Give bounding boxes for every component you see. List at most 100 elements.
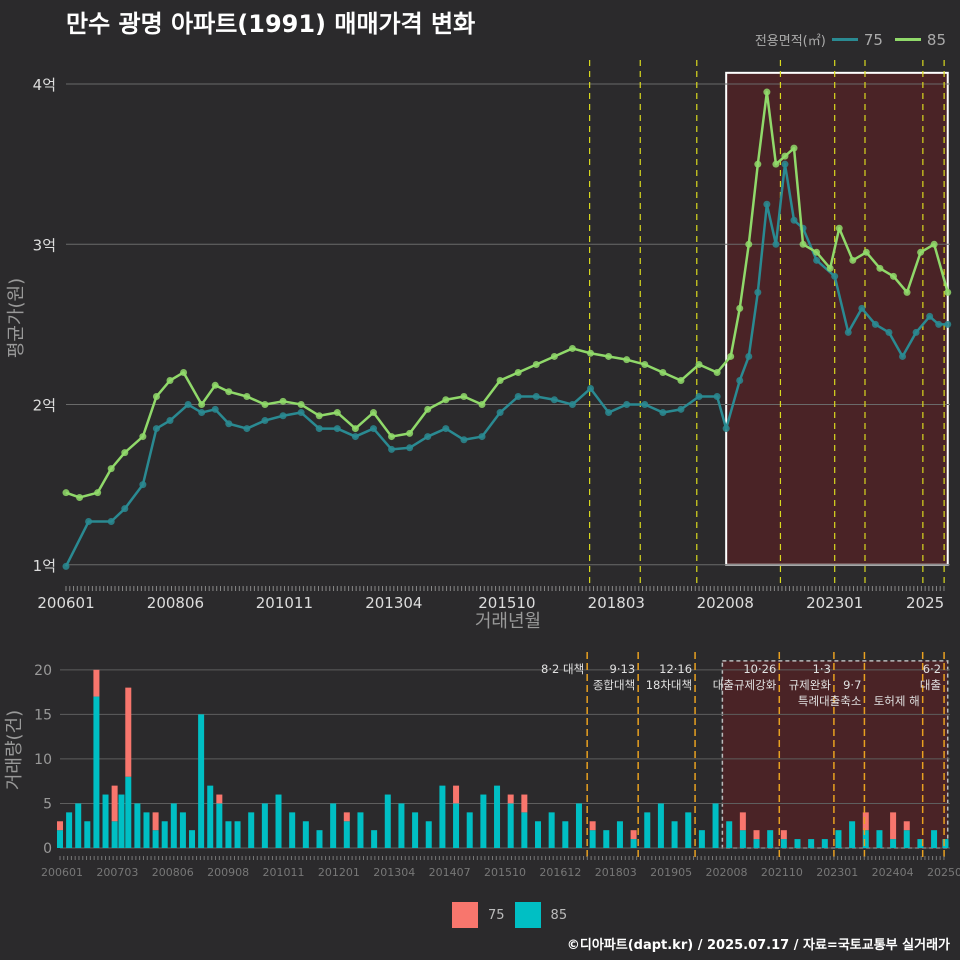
data-point-75 [745, 352, 753, 360]
highlight-box [725, 71, 949, 566]
data-point-85 [799, 240, 807, 248]
data-point-85 [550, 352, 558, 360]
volume-bar-85 [143, 812, 150, 848]
x-tick-label-volume: 202110 [761, 866, 803, 879]
x-tick-label-volume: 200601 [41, 866, 83, 879]
volume-bar-85 [102, 794, 109, 848]
volume-bar-85 [821, 839, 828, 848]
data-point-85 [605, 352, 613, 360]
x-tick-label: 2025 [906, 594, 944, 612]
volume-bar-85 [207, 785, 214, 848]
data-point-75 [899, 352, 907, 360]
volume-bar-85 [616, 821, 623, 848]
chart-title: 만수 광명 아파트(1991) 매매가격 변화 [66, 10, 476, 38]
data-point-75 [790, 216, 798, 224]
data-point-75 [279, 412, 287, 420]
data-point-75 [225, 420, 233, 428]
data-point-75 [623, 401, 631, 409]
x-tick-label-volume: 202506 [927, 866, 960, 879]
data-point-75 [514, 393, 522, 401]
data-point-75 [659, 409, 667, 417]
volume-bar-85 [84, 821, 91, 848]
volume-bar-85 [808, 839, 815, 848]
y-tick-label-volume: 0 [43, 841, 52, 857]
volume-bar-85 [575, 803, 582, 848]
volume-bar-75 [152, 812, 159, 831]
volume-bar-85 [118, 794, 125, 848]
volume-bar-75 [862, 812, 869, 831]
x-tick-label-volume: 202008 [706, 866, 748, 879]
data-point-75 [211, 405, 219, 413]
data-point-85 [790, 144, 798, 152]
volume-bar-85 [248, 812, 255, 848]
volume-bar-85 [225, 821, 232, 848]
data-point-75 [152, 425, 160, 433]
data-point-75 [406, 444, 414, 452]
data-point-85 [587, 349, 595, 357]
volume-bar-85 [125, 776, 132, 848]
volume-bar-85 [134, 803, 141, 848]
volume-bar-85 [767, 830, 774, 848]
data-point-75 [184, 401, 192, 409]
policy-annotation: 대출 [920, 678, 941, 692]
data-point-75 [107, 518, 115, 526]
data-point-85 [279, 397, 287, 405]
data-point-85 [496, 376, 504, 384]
volume-bar-85 [548, 812, 555, 848]
data-point-85 [211, 381, 219, 389]
data-point-85 [94, 489, 102, 497]
bar-legend-label-85: 85 [550, 907, 568, 923]
data-point-75 [677, 405, 685, 413]
volume-bar-85 [234, 821, 241, 848]
volume-bar-75 [57, 821, 63, 831]
volume-bar-85 [357, 812, 364, 848]
volume-bar-85 [917, 839, 924, 848]
data-point-85 [152, 393, 160, 401]
data-point-85 [772, 160, 780, 168]
volume-bar-85 [712, 803, 719, 848]
data-point-75 [333, 425, 341, 433]
data-point-85 [754, 160, 762, 168]
x-tick-label-volume: 202301 [816, 866, 858, 879]
policy-annotation: 8·2 대책 [541, 662, 584, 676]
volume-bar-85 [189, 830, 196, 848]
data-point-85 [930, 240, 938, 248]
data-point-85 [903, 288, 911, 296]
data-point-75 [243, 425, 251, 433]
x-tick-label: 201011 [256, 594, 313, 612]
x-tick-label-volume: 201407 [429, 866, 471, 879]
series-line-75 [64, 162, 948, 567]
data-point-85 [917, 248, 925, 256]
x-tick-label: 200601 [37, 594, 94, 612]
volume-bar-85 [671, 821, 678, 848]
x-tick-label-volume: 201905 [650, 866, 692, 879]
volume-bar-85 [589, 830, 596, 848]
y-tick-label-volume: 20 [34, 663, 52, 679]
volume-bar-85 [302, 821, 309, 848]
data-point-75 [912, 328, 920, 336]
volume-bar-85 [111, 821, 118, 848]
y-tick-label-volume: 15 [34, 707, 52, 723]
policy-annotation: 12·16 [659, 662, 692, 676]
volume-bar-85 [931, 830, 938, 848]
data-point-75 [763, 200, 771, 208]
data-point-85 [641, 360, 649, 368]
data-point-85 [944, 288, 952, 296]
x-tick-label: 201304 [365, 594, 422, 612]
data-point-75 [388, 445, 396, 453]
volume-bar-85 [480, 794, 487, 848]
volume-bar-85 [412, 812, 419, 848]
volume-bar-85 [398, 803, 405, 848]
data-point-85 [514, 368, 522, 376]
policy-annotation: 9·7 [843, 678, 861, 692]
volume-bar-85 [371, 830, 378, 848]
volume-bar-85 [835, 830, 842, 848]
data-point-85 [333, 409, 341, 417]
volume-bar-85 [942, 839, 949, 848]
x-tick-label-volume: 201803 [595, 866, 637, 879]
data-point-85 [889, 272, 897, 280]
data-point-85 [568, 344, 576, 352]
data-point-75 [885, 328, 893, 336]
volume-bar-85 [216, 803, 223, 848]
